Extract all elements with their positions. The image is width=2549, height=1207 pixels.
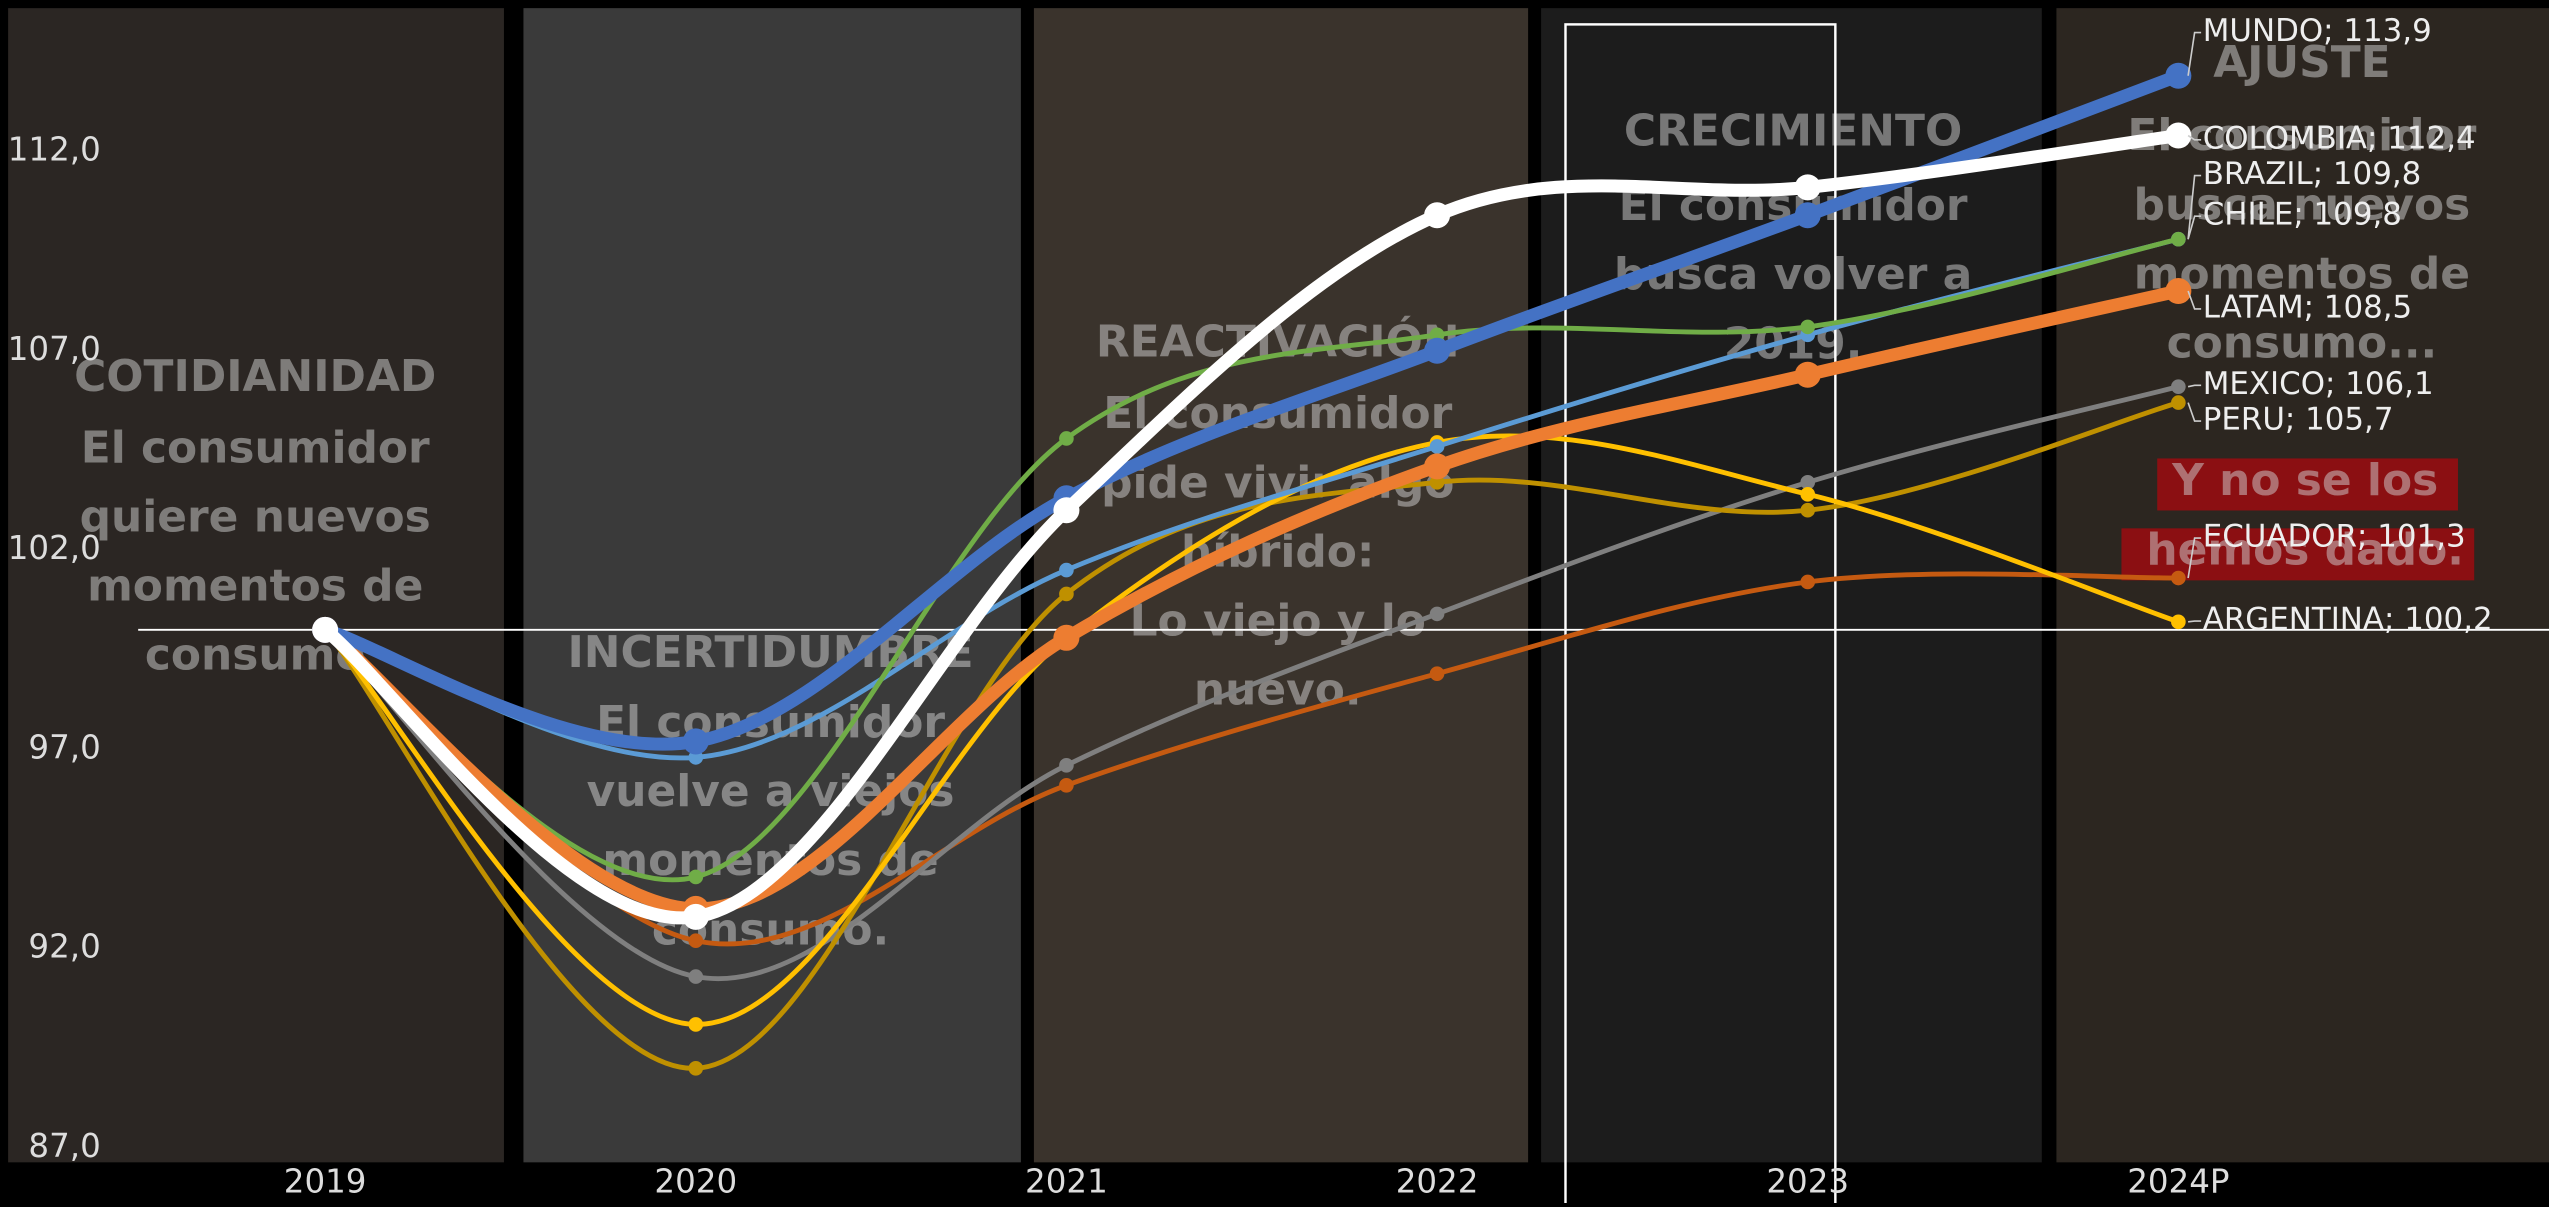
series-line [322, 236, 2181, 761]
stage-title: COTIDIANIDAD [74, 351, 436, 402]
point [1053, 497, 1080, 524]
point [1794, 361, 1821, 388]
series-line [322, 433, 2181, 1027]
point [682, 728, 709, 755]
point [1429, 666, 1445, 681]
stage-text: consumo... [2167, 317, 2438, 368]
leader-line [2188, 620, 2202, 623]
stage-title: INCERTIDUMBRE [567, 627, 973, 678]
point [1424, 202, 1451, 229]
point [688, 933, 704, 949]
leader-line [2187, 174, 2202, 240]
end-label: COLOMBIA; 112,4 [2203, 120, 2476, 156]
point [682, 903, 709, 930]
end-label: CHILE; 109,8 [2203, 197, 2402, 233]
end-label: ECUADOR; 101,3 [2203, 519, 2466, 555]
stage-text: momentos de [87, 560, 423, 611]
end-label: MEXICO; 106,1 [2203, 366, 2434, 402]
series-line [322, 400, 2181, 1071]
x-tick-label: 2020 [654, 1162, 737, 1200]
point [1800, 574, 1816, 590]
x-tick-label: 2019 [284, 1162, 367, 1200]
point [2171, 231, 2186, 247]
photo-panel [2056, 8, 2549, 1163]
y-tick-label: 112,0 [8, 130, 101, 168]
point [1794, 174, 1821, 201]
callout-text: hemos dado. [2146, 525, 2463, 576]
point [1800, 486, 1816, 502]
point [2165, 122, 2192, 149]
point [1059, 777, 1074, 793]
point [688, 1060, 704, 1076]
point [2171, 379, 2186, 394]
leader-line [2187, 537, 2202, 579]
leader-line [2187, 215, 2202, 240]
point [1059, 431, 1074, 446]
stage-title: AJUSTE [2213, 37, 2390, 88]
point [2165, 62, 2192, 89]
point [688, 1017, 704, 1032]
series-line [318, 129, 2185, 925]
y-tick-label: 87,0 [28, 1127, 100, 1165]
leader-line [2187, 31, 2202, 76]
end-label: BRAZIL; 109,8 [2203, 156, 2422, 192]
point [1424, 337, 1451, 364]
x-tick-label: 2024P [2127, 1162, 2229, 1200]
callout-text: Y no se los [2171, 455, 2438, 506]
point [1800, 475, 1816, 490]
callout-box [2157, 458, 2458, 511]
point [688, 869, 704, 885]
point [2171, 614, 2186, 630]
point [688, 969, 704, 984]
photo-panel [1033, 8, 1529, 1163]
point [2171, 395, 2186, 410]
point [1794, 202, 1821, 229]
end-label: LATAM; 108,5 [2203, 289, 2412, 325]
y-tick-label: 107,0 [8, 330, 101, 368]
leader-line [2187, 290, 2202, 310]
series-line [322, 384, 2181, 981]
stage-text: quiere nuevos [80, 491, 431, 542]
stage-text: El consumidor [81, 422, 430, 473]
point [2165, 277, 2192, 305]
end-label: MUNDO; 113,9 [2203, 13, 2432, 49]
point [2171, 570, 2186, 586]
stage-text: busca volver a [1614, 249, 1972, 300]
end-label: PERU; 105,7 [2203, 402, 2394, 438]
point [1059, 562, 1074, 578]
series-line [318, 69, 2185, 751]
x-tick-label: 2023 [1766, 1162, 1849, 1200]
leader-line [2187, 384, 2202, 388]
x-tick-label: 2021 [1025, 1162, 1108, 1200]
point [1053, 624, 1080, 651]
leader-line [2187, 134, 2202, 141]
x-tick-label: 2022 [1396, 1162, 1479, 1200]
series-line [322, 236, 2181, 883]
series-line [318, 284, 2185, 916]
point [312, 616, 339, 643]
point [1059, 758, 1074, 773]
point [1424, 453, 1451, 480]
stage-text: Lo viejo y lo [1130, 595, 1426, 646]
point [1059, 586, 1074, 602]
point [1429, 606, 1445, 622]
y-tick-label: 97,0 [28, 728, 100, 766]
point [1800, 502, 1816, 518]
stage-title: CRECIMIENTO [1624, 105, 1962, 156]
y-tick-label: 102,0 [8, 529, 101, 567]
point [1429, 439, 1445, 454]
y-tick-label: 92,0 [28, 928, 100, 966]
point [1800, 319, 1816, 335]
leader-line [2187, 402, 2202, 422]
photo-panel [8, 8, 504, 1163]
highlight-box [1564, 23, 1837, 1207]
end-label: ARGENTINA; 100,2 [2203, 602, 2493, 638]
